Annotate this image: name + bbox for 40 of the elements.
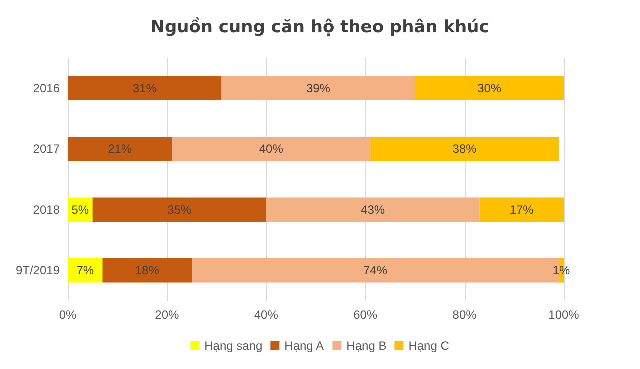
bar	[480, 198, 564, 222]
data-label: 17%	[510, 202, 534, 217]
bar	[370, 136, 560, 162]
y-tick-label: 9T/2019	[16, 264, 60, 278]
bar	[68, 258, 103, 283]
legend-label: Hạng sang	[204, 339, 263, 353]
x-tick-label: 80%	[452, 308, 478, 322]
data-label: 74%	[364, 264, 388, 278]
bar	[222, 76, 416, 101]
data-label: 30%	[478, 81, 502, 96]
x-tick-label: 60%	[354, 308, 378, 322]
data-label: 21%	[108, 142, 132, 156]
data-label: 31%	[132, 81, 158, 96]
data-label: 7%	[76, 264, 94, 278]
y-tick-label: 2018	[33, 202, 60, 217]
x-tick-label: 20%	[155, 308, 180, 322]
legend-label: Hạng C	[408, 339, 450, 353]
data-label: 35%	[168, 202, 192, 217]
x-tick-label: 0%	[59, 308, 77, 322]
data-label: 38%	[452, 142, 478, 156]
y-tick-label: 2016	[33, 81, 60, 96]
bar	[266, 198, 480, 222]
legend-label: Hạng B	[346, 339, 387, 353]
chart-title: Nguồn cung căn hộ theo phân khúc	[150, 18, 490, 38]
bar	[415, 76, 564, 101]
legend-label: Hạng A	[284, 339, 324, 353]
data-label: 40%	[259, 142, 284, 156]
bar	[102, 258, 192, 283]
x-tick-label: 100%	[548, 308, 580, 322]
bar	[92, 198, 266, 222]
bar	[172, 136, 371, 162]
data-label: 1%	[552, 264, 571, 278]
data-label: 39%	[306, 81, 331, 96]
bar	[68, 136, 172, 162]
data-label: 43%	[361, 202, 386, 217]
data-label: 18%	[135, 264, 160, 278]
data-label: 5%	[72, 202, 90, 217]
y-tick-label: 2017	[33, 142, 60, 156]
x-tick-label: 40%	[254, 308, 279, 322]
bar	[68, 76, 222, 101]
